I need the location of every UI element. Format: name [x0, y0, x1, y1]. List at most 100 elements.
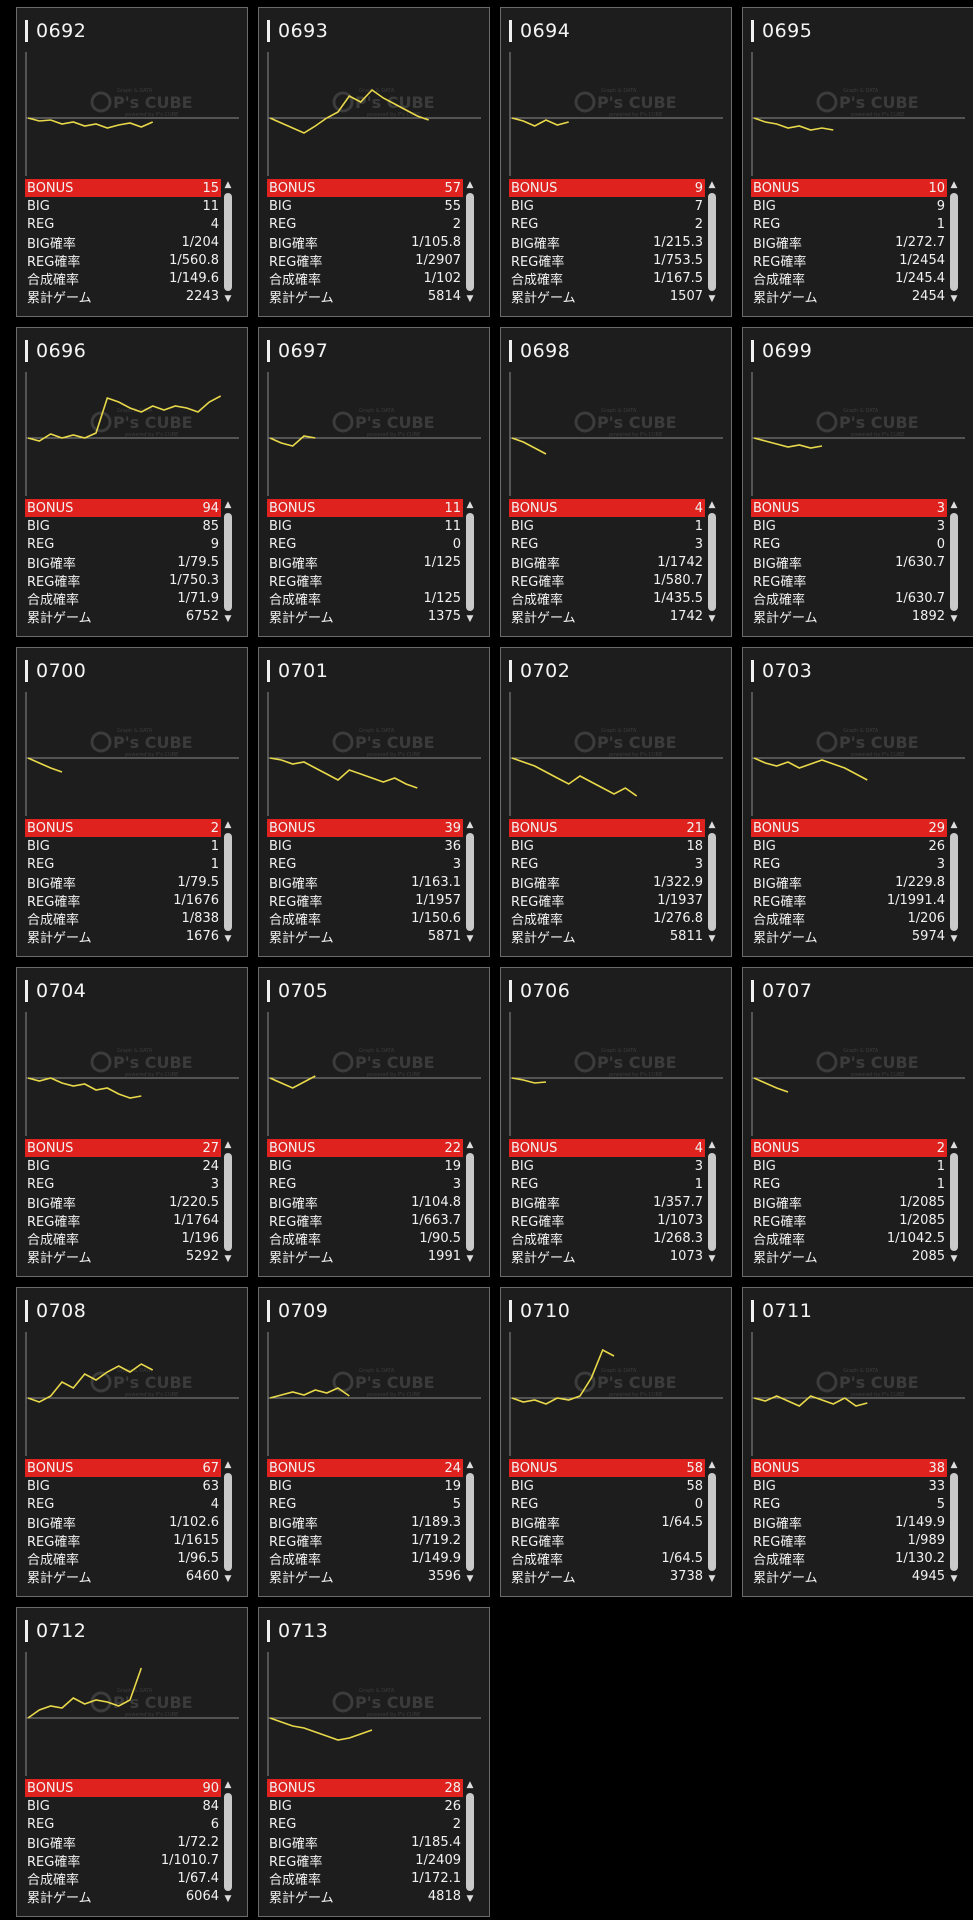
stats-scrollbar[interactable]: ▲ ▼: [463, 1459, 477, 1585]
machine-card[interactable]: 0708 P's CUBE Graph & DATA powered by P's C…: [16, 1287, 248, 1597]
scroll-up-icon[interactable]: ▲: [466, 1140, 474, 1150]
scroll-up-icon[interactable]: ▲: [950, 1460, 958, 1470]
scroll-thumb[interactable]: [466, 1793, 474, 1891]
machine-number[interactable]: 0694: [520, 20, 571, 42]
scroll-down-icon[interactable]: ▼: [224, 1254, 232, 1264]
machine-number[interactable]: 0697: [278, 340, 329, 362]
scroll-down-icon[interactable]: ▼: [224, 1894, 232, 1904]
machine-card[interactable]: 0699 P's CUBE Graph & DATA powered by P's C…: [742, 327, 973, 637]
scroll-thumb[interactable]: [950, 1473, 958, 1571]
scroll-thumb[interactable]: [224, 833, 232, 931]
scroll-down-icon[interactable]: ▼: [708, 614, 716, 624]
scroll-thumb[interactable]: [708, 1473, 716, 1571]
scroll-down-icon[interactable]: ▼: [224, 614, 232, 624]
machine-card[interactable]: 0710 P's CUBE Graph & DATA powered by P's C…: [500, 1287, 732, 1597]
scroll-down-icon[interactable]: ▼: [708, 1574, 716, 1584]
scroll-up-icon[interactable]: ▲: [466, 1460, 474, 1470]
scroll-up-icon[interactable]: ▲: [466, 500, 474, 510]
scroll-down-icon[interactable]: ▼: [224, 934, 232, 944]
scroll-up-icon[interactable]: ▲: [466, 1780, 474, 1790]
machine-card[interactable]: 0713 P's CUBE Graph & DATA powered by P's C…: [258, 1607, 490, 1917]
scroll-up-icon[interactable]: ▲: [708, 1460, 716, 1470]
stats-scrollbar[interactable]: ▲ ▼: [705, 179, 719, 305]
scroll-down-icon[interactable]: ▼: [466, 1894, 474, 1904]
scroll-thumb[interactable]: [950, 513, 958, 611]
stats-scrollbar[interactable]: ▲ ▼: [705, 1459, 719, 1585]
machine-number[interactable]: 0695: [762, 20, 813, 42]
scroll-thumb[interactable]: [224, 513, 232, 611]
machine-number[interactable]: 0706: [520, 980, 571, 1002]
machine-card[interactable]: 0704 P's CUBE Graph & DATA powered by P's C…: [16, 967, 248, 1277]
scroll-thumb[interactable]: [466, 1473, 474, 1571]
stats-scrollbar[interactable]: ▲ ▼: [947, 499, 961, 625]
stats-scrollbar[interactable]: ▲ ▼: [463, 1779, 477, 1905]
machine-number[interactable]: 0701: [278, 660, 329, 682]
stats-scrollbar[interactable]: ▲ ▼: [705, 1139, 719, 1265]
machine-number[interactable]: 0708: [36, 1300, 87, 1322]
scroll-down-icon[interactable]: ▼: [466, 1254, 474, 1264]
stats-scrollbar[interactable]: ▲ ▼: [221, 179, 235, 305]
machine-number[interactable]: 0709: [278, 1300, 329, 1322]
machine-card[interactable]: 0707 P's CUBE Graph & DATA powered by P's C…: [742, 967, 973, 1277]
machine-number[interactable]: 0704: [36, 980, 87, 1002]
scroll-down-icon[interactable]: ▼: [950, 294, 958, 304]
machine-card[interactable]: 0705 P's CUBE Graph & DATA powered by P's C…: [258, 967, 490, 1277]
stats-scrollbar[interactable]: ▲ ▼: [221, 499, 235, 625]
machine-number[interactable]: 0707: [762, 980, 813, 1002]
machine-card[interactable]: 0702 P's CUBE Graph & DATA powered by P's C…: [500, 647, 732, 957]
scroll-down-icon[interactable]: ▼: [708, 1254, 716, 1264]
machine-card[interactable]: 0696 P's CUBE Graph & DATA powered by P's C…: [16, 327, 248, 637]
scroll-thumb[interactable]: [950, 833, 958, 931]
scroll-thumb[interactable]: [224, 193, 232, 291]
scroll-down-icon[interactable]: ▼: [950, 614, 958, 624]
scroll-down-icon[interactable]: ▼: [466, 614, 474, 624]
machine-card[interactable]: 0703 P's CUBE Graph & DATA powered by P's C…: [742, 647, 973, 957]
machine-card[interactable]: 0700 P's CUBE Graph & DATA powered by P's C…: [16, 647, 248, 957]
scroll-thumb[interactable]: [708, 833, 716, 931]
stats-scrollbar[interactable]: ▲ ▼: [947, 1459, 961, 1585]
machine-number[interactable]: 0693: [278, 20, 329, 42]
scroll-up-icon[interactable]: ▲: [224, 1780, 232, 1790]
machine-card[interactable]: 0695 P's CUBE Graph & DATA powered by P's C…: [742, 7, 973, 317]
scroll-up-icon[interactable]: ▲: [224, 1460, 232, 1470]
scroll-thumb[interactable]: [224, 1793, 232, 1891]
scroll-up-icon[interactable]: ▲: [708, 820, 716, 830]
stats-scrollbar[interactable]: ▲ ▼: [463, 499, 477, 625]
scroll-thumb[interactable]: [224, 1153, 232, 1251]
machine-card[interactable]: 0697 P's CUBE Graph & DATA powered by P's C…: [258, 327, 490, 637]
scroll-up-icon[interactable]: ▲: [950, 180, 958, 190]
scroll-thumb[interactable]: [708, 1153, 716, 1251]
scroll-down-icon[interactable]: ▼: [708, 294, 716, 304]
stats-scrollbar[interactable]: ▲ ▼: [463, 1139, 477, 1265]
scroll-thumb[interactable]: [466, 193, 474, 291]
scroll-up-icon[interactable]: ▲: [224, 820, 232, 830]
scroll-up-icon[interactable]: ▲: [224, 500, 232, 510]
machine-number[interactable]: 0712: [36, 1620, 87, 1642]
scroll-down-icon[interactable]: ▼: [708, 934, 716, 944]
scroll-thumb[interactable]: [466, 513, 474, 611]
stats-scrollbar[interactable]: ▲ ▼: [463, 179, 477, 305]
scroll-up-icon[interactable]: ▲: [224, 180, 232, 190]
scroll-down-icon[interactable]: ▼: [950, 1574, 958, 1584]
scroll-up-icon[interactable]: ▲: [950, 820, 958, 830]
scroll-down-icon[interactable]: ▼: [466, 934, 474, 944]
scroll-down-icon[interactable]: ▼: [950, 1254, 958, 1264]
scroll-down-icon[interactable]: ▼: [466, 1574, 474, 1584]
machine-number[interactable]: 0699: [762, 340, 813, 362]
machine-card[interactable]: 0692 P's CUBE Graph & DATA powered by P's C…: [16, 7, 248, 317]
machine-number[interactable]: 0711: [762, 1300, 813, 1322]
scroll-up-icon[interactable]: ▲: [708, 500, 716, 510]
stats-scrollbar[interactable]: ▲ ▼: [947, 179, 961, 305]
scroll-thumb[interactable]: [950, 193, 958, 291]
stats-scrollbar[interactable]: ▲ ▼: [947, 819, 961, 945]
scroll-thumb[interactable]: [708, 513, 716, 611]
scroll-up-icon[interactable]: ▲: [708, 180, 716, 190]
stats-scrollbar[interactable]: ▲ ▼: [463, 819, 477, 945]
stats-scrollbar[interactable]: ▲ ▼: [221, 1139, 235, 1265]
scroll-up-icon[interactable]: ▲: [950, 1140, 958, 1150]
scroll-thumb[interactable]: [224, 1473, 232, 1571]
machine-number[interactable]: 0696: [36, 340, 87, 362]
machine-number[interactable]: 0702: [520, 660, 571, 682]
scroll-up-icon[interactable]: ▲: [466, 820, 474, 830]
machine-card[interactable]: 0693 P's CUBE Graph & DATA powered by P's C…: [258, 7, 490, 317]
